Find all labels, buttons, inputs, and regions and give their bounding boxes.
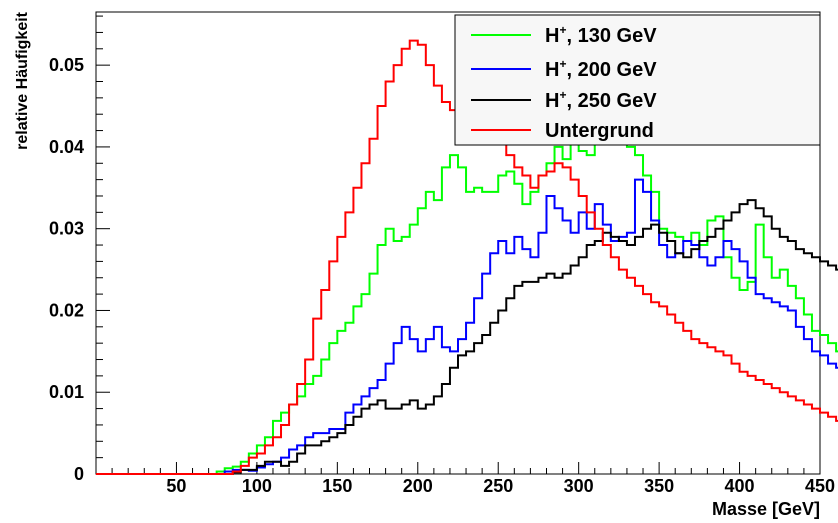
y-tick-label: 0.05 (49, 55, 84, 75)
x-axis-label: Masse [GeV] (712, 499, 820, 519)
legend-label: Untergrund (545, 120, 654, 142)
y-tick-label: 0.04 (49, 137, 84, 157)
x-tick-label: 350 (644, 476, 674, 496)
x-tick-label: 250 (483, 476, 513, 496)
x-tick-label: 200 (403, 476, 433, 496)
y-tick-label: 0 (74, 464, 84, 484)
x-tick-label: 50 (166, 476, 186, 496)
y-tick-label: 0.02 (49, 300, 84, 320)
y-tick-label: 0.01 (49, 382, 84, 402)
y-tick-label: 0.03 (49, 219, 84, 239)
x-tick-label: 300 (564, 476, 594, 496)
x-tick-label: 450 (805, 476, 835, 496)
x-tick-label: 400 (725, 476, 755, 496)
y-axis-label: relative Häufigkeit (14, 11, 31, 150)
x-tick-label: 100 (242, 476, 272, 496)
x-tick-label: 150 (322, 476, 352, 496)
